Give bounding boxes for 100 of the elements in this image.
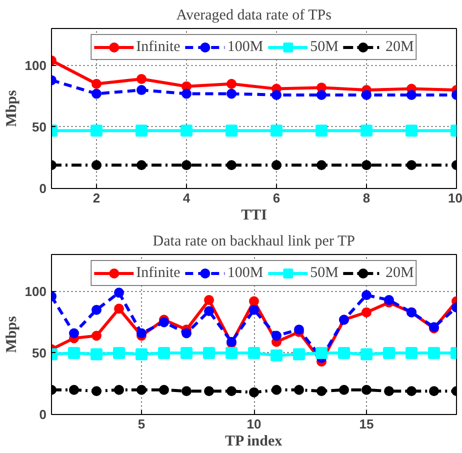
legend-label: 20M [386, 38, 414, 56]
point [384, 295, 394, 306]
point [226, 160, 236, 170]
point [362, 90, 372, 100]
point [92, 160, 102, 170]
point [180, 346, 192, 359]
x-tick-label: 10 [448, 190, 462, 206]
point [272, 160, 282, 170]
y-tick-label: 50 [32, 345, 47, 360]
point [180, 124, 192, 137]
x-tick-label: 4 [182, 190, 191, 206]
x-tick-label: 8 [362, 190, 370, 206]
x-tick-label: 2 [92, 190, 100, 206]
point [92, 88, 102, 99]
point [362, 290, 372, 300]
point [136, 160, 146, 170]
point [136, 85, 146, 96]
point [226, 124, 238, 137]
point [158, 346, 170, 359]
point [270, 349, 282, 362]
point [69, 328, 79, 338]
point [272, 90, 282, 100]
point [226, 88, 236, 99]
point [204, 306, 214, 316]
point [204, 295, 214, 306]
point [428, 346, 440, 359]
point [406, 90, 416, 100]
point [182, 88, 192, 99]
y-axis-title: Mbps [4, 316, 20, 353]
point [294, 324, 304, 335]
point [406, 160, 416, 170]
point [136, 348, 148, 360]
y-tick-label: 100 [24, 284, 47, 299]
chart-title: Data rate on backhaul link per TP [152, 234, 355, 250]
legend-label: 100M [227, 264, 264, 282]
point [113, 346, 125, 359]
point [136, 384, 146, 395]
legend-label: 50M [310, 264, 338, 282]
x-tick-label: 6 [272, 190, 280, 206]
point [362, 384, 372, 395]
x-tick-label: 5 [138, 416, 146, 432]
y-tick-label: 100 [24, 58, 47, 73]
x-axis-title: TP index [225, 434, 283, 450]
x-tick-label: 15 [359, 416, 374, 432]
y-axis-title: Mbps [4, 90, 20, 127]
y-tick-label: 50 [32, 119, 47, 134]
y-tick-label: 0 [39, 407, 47, 422]
point [360, 348, 372, 360]
legend-label: 50M [310, 38, 338, 56]
point [316, 386, 326, 396]
point [360, 124, 372, 137]
point [383, 346, 395, 359]
x-tick-label: 10 [246, 416, 262, 432]
point [92, 330, 102, 341]
point [90, 124, 102, 137]
point [92, 304, 102, 315]
point [384, 386, 394, 396]
point [182, 386, 192, 396]
legend-label: Infinite [136, 264, 180, 282]
point [114, 304, 124, 314]
point [248, 346, 260, 359]
point [249, 387, 259, 398]
point [339, 384, 349, 395]
point [203, 346, 215, 359]
point [338, 346, 350, 359]
y-tick-label: 0 [39, 181, 47, 196]
point [226, 386, 236, 396]
point [226, 346, 238, 359]
point [362, 307, 372, 318]
point [114, 288, 124, 298]
point [92, 386, 102, 396]
point [406, 346, 418, 359]
point [272, 384, 282, 395]
point [270, 124, 282, 137]
point [249, 304, 259, 315]
point [69, 384, 79, 395]
point [272, 330, 282, 341]
legend-label: 100M [227, 38, 264, 56]
point [429, 386, 439, 396]
point [114, 384, 124, 395]
legend-label: Infinite [136, 38, 180, 56]
point [159, 384, 169, 395]
point [406, 386, 416, 396]
point [136, 74, 146, 84]
point [136, 124, 148, 137]
point [92, 78, 102, 89]
point [406, 124, 418, 137]
point [316, 160, 326, 170]
point [90, 348, 102, 360]
point [249, 296, 259, 306]
legend-label: 20M [386, 264, 414, 282]
point [362, 160, 372, 170]
point [68, 346, 80, 359]
x-axis-title: TTI [241, 208, 268, 224]
point [226, 78, 236, 89]
point [294, 384, 304, 395]
point [316, 124, 328, 137]
point [159, 317, 169, 328]
point [316, 90, 326, 100]
point [136, 328, 146, 338]
